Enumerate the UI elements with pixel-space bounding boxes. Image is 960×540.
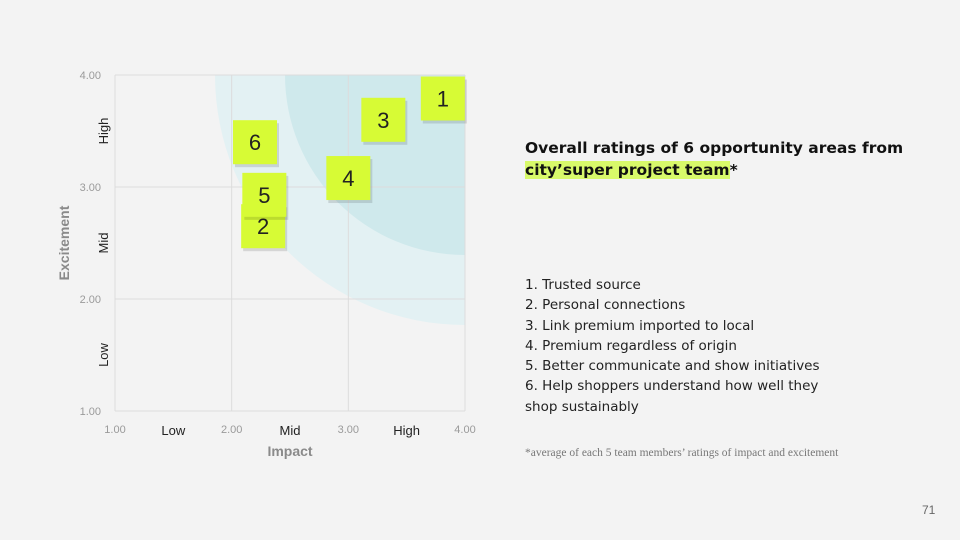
data-points: 1 2 3 4 5 6 bbox=[233, 76, 467, 252]
list-item: 1. Trusted source bbox=[525, 277, 641, 293]
x-tick-label: 2.00 bbox=[221, 424, 242, 436]
footnote: *average of each 5 team members’ ratings… bbox=[525, 447, 839, 459]
x-level-label: Low bbox=[161, 423, 185, 438]
sticky-note bbox=[361, 97, 406, 142]
heading-highlight: city’super project team bbox=[525, 161, 730, 179]
grid bbox=[114, 74, 466, 412]
sticky-note-point: 5 bbox=[242, 172, 289, 220]
sticky-note bbox=[233, 120, 277, 165]
list-item: 4. Premium regardless of origin bbox=[525, 337, 737, 354]
sticky-note-point: 4 bbox=[326, 156, 373, 204]
y-axis-title: Excitement bbox=[56, 205, 72, 280]
sticky-note bbox=[242, 172, 287, 217]
list-item: 2. Personal connections bbox=[525, 297, 686, 314]
sticky-note-point: 6 bbox=[233, 120, 279, 168]
y-tick-label: 3.00 bbox=[80, 182, 101, 194]
level-labels: Low Mid High Low Mid High bbox=[96, 118, 420, 438]
list-item: 5. Better communicate and show initiativ… bbox=[525, 358, 820, 375]
opportunity-list: 1. Trusted source 2. Personal connection… bbox=[525, 275, 855, 417]
zone-inner bbox=[285, 75, 465, 255]
page-number: 71 bbox=[922, 503, 936, 517]
point-label: 3 bbox=[377, 108, 389, 133]
y-tick-label: 2.00 bbox=[80, 294, 101, 306]
x-tick-label: 3.00 bbox=[338, 424, 359, 436]
point-label: 6 bbox=[249, 130, 261, 155]
list-item: 6. Help shoppers understand how well the… bbox=[525, 378, 819, 415]
y-level-label: Mid bbox=[96, 233, 111, 254]
x-level-label: Mid bbox=[280, 423, 301, 438]
tick-labels: 1.00 2.00 3.00 4.00 1.00 2.00 3.00 4.00 bbox=[80, 70, 476, 436]
heading-line1: Overall ratings of 6 opportunity areas f… bbox=[525, 139, 904, 157]
point-label: 4 bbox=[342, 166, 354, 191]
x-level-label: High bbox=[393, 423, 420, 438]
y-tick-label: 4.00 bbox=[80, 70, 101, 82]
list-item: 3. Link premium imported to local bbox=[525, 317, 755, 334]
y-level-label: High bbox=[96, 118, 111, 145]
x-tick-label: 1.00 bbox=[104, 424, 125, 436]
sticky-note-point: 3 bbox=[361, 97, 408, 145]
heading-suffix: * bbox=[729, 161, 738, 179]
sticky-note bbox=[420, 76, 465, 121]
y-tick-label: 1.00 bbox=[80, 406, 101, 418]
y-level-label: Low bbox=[96, 342, 111, 366]
x-axis-title: Impact bbox=[267, 443, 312, 459]
point-label: 5 bbox=[258, 183, 270, 208]
point-label: 1 bbox=[437, 87, 449, 112]
x-tick-label: 4.00 bbox=[454, 424, 475, 436]
chart-heading: Overall ratings of 6 opportunity areas f… bbox=[525, 137, 935, 181]
point-label: 2 bbox=[257, 214, 269, 239]
sticky-note-point: 1 bbox=[420, 76, 467, 124]
sticky-note bbox=[326, 156, 371, 201]
